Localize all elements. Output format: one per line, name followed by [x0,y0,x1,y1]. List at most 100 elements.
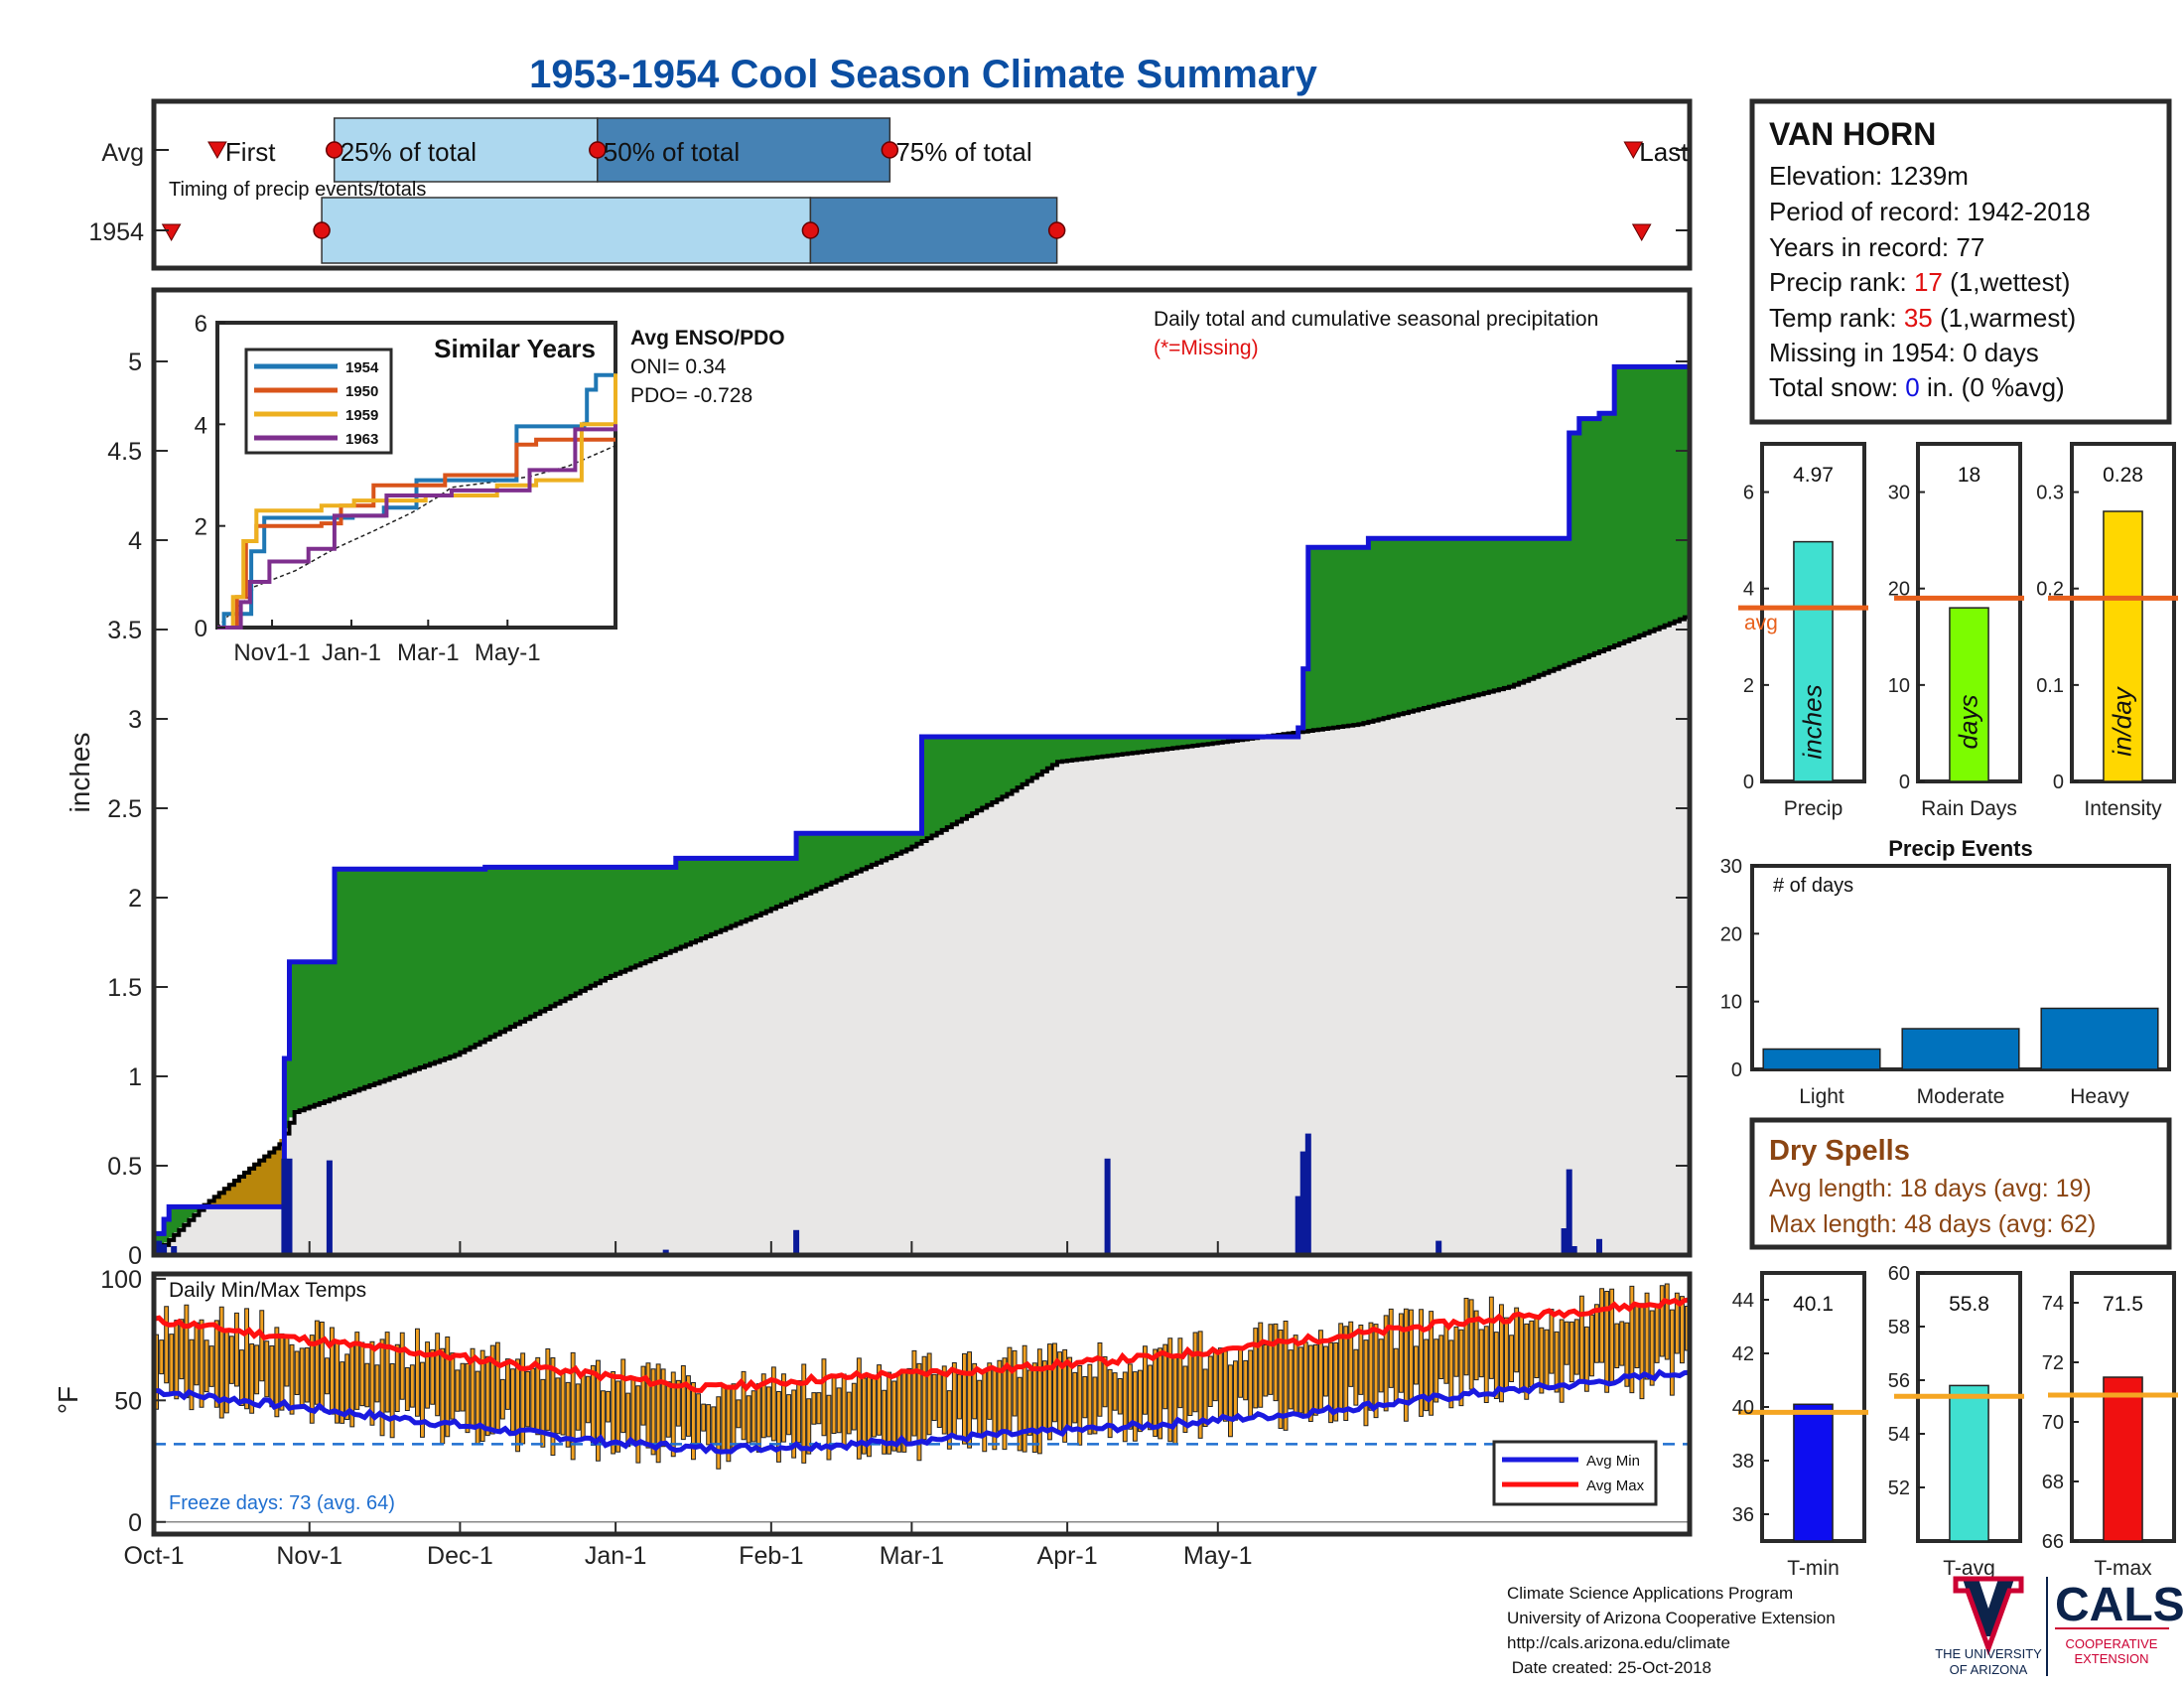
similar-years-y-tick-label: 2 [195,514,207,541]
snow-label: Total snow: [1769,372,1905,402]
daily-precip-bar [156,1240,163,1255]
timing-row-1954-label: 1954 [88,218,144,246]
station-info-box: VAN HORN Elevation: 1239m Period of reco… [1749,98,2172,425]
small-chart-value-Precip: 4.97 [1793,464,1834,487]
precip-y-tick-label: 5 [128,349,142,376]
similar-years-lines [216,372,617,630]
small-chart-unit-Rain Days: days [1954,695,1983,750]
avg-min-legend-label: Avg Min [1586,1453,1640,1470]
daily-precip-bar [161,1244,168,1255]
ua-line1: THE UNIVERSITY [1935,1646,2042,1661]
similar-years-legend-label-1959: 1959 [345,407,378,424]
normal-precip-area [154,615,1690,1255]
snow-suffix: in. (0 %avg) [1920,372,2065,402]
figure-title: 1953-1954 Cool Season Climate Summary [529,53,1317,96]
precip-rank-label: Precip rank: [1769,267,1914,297]
similar-years-x-tick-label: Mar-1 [397,639,460,666]
daily-precip-bar [1104,1158,1111,1255]
timing-1954-first-last-marker [1631,223,1652,242]
precip-y-tick-label: 1.5 [107,974,142,1002]
temp-rank-value: 35 [1904,303,1933,333]
precip-y-tick-label: 4.5 [107,438,142,466]
timing-1954-first-last-marker [161,223,182,242]
small-chart-avg-label: avg [1744,612,1778,634]
university-of-arizona-logo: THE UNIVERSITY OF ARIZONA [1935,1576,2042,1677]
timing-avg-first-last-marker [207,141,227,160]
similar-years-legend-label-1950: 1950 [345,383,378,400]
month-label: Nov-1 [276,1542,342,1570]
timing-avg-percentile-marker [325,141,343,159]
season-totals-bars: 0 2 4 6 4.97 Precip inches avg 0 10 20 30 18 Rain Day… [1738,442,2178,820]
month-label: Apr-1 [1037,1542,1098,1570]
month-label: Feb-1 [739,1542,803,1570]
small-chart-bar-T-max [2103,1376,2143,1542]
timing-50pct-label: 50% of total [604,137,740,167]
small-chart-y-tick-label: 0.2 [2036,579,2064,601]
small-chart-y-tick-label: 72 [2042,1352,2064,1374]
similar-years-axes: 0 2 4 6 Nov1-1 Jan-1 Mar-1 May-1 [195,311,541,666]
temp-chart: 0 50 100 °F Daily Min/Max Temps Freeze day… [53,1266,1693,1537]
small-chart-y-tick-label: 0 [2053,772,2064,793]
temp-y-tick-label: 50 [114,1387,142,1415]
precip-events-bar-Moderate [1901,1028,2020,1070]
dry-spells-frame [1749,1117,2172,1250]
dry-spells-box: Dry Spells Avg length: 18 days (avg: 19)… [1749,1117,2172,1250]
small-chart-label-T-max: T-max [2094,1557,2152,1580]
pdo-value: PDO= -0.728 [630,384,752,407]
month-label: May-1 [1183,1542,1252,1570]
timing-1954-q2-bar [809,197,1058,264]
daily-precip-bar [286,1158,293,1255]
precip-y-tick-label: 3.5 [107,617,142,644]
oni-value: ONI= 0.34 [630,355,727,378]
footer-university: University of Arizona Cooperative Extens… [1507,1609,1836,1627]
ua-a-shape [1963,1579,2014,1636]
small-chart-y-tick-label: 10 [1888,675,1910,697]
daily-precip-bar [326,1160,333,1255]
similar-years-y-tick-label: 4 [195,412,207,439]
daily-precip-bar [662,1249,669,1255]
cals-wordmark: CALS [2055,1579,2184,1631]
small-chart-y-tick-label: 0 [1743,772,1754,793]
daily-precip-bar [1570,1246,1577,1255]
small-chart-y-tick-label: 70 [2042,1412,2064,1434]
normal-cumulative-line [154,615,1692,1257]
precip-events-bar-Light [1762,1048,1881,1070]
footer-url[interactable]: http://cals.arizona.edu/climate [1507,1633,1730,1652]
precip-events-category-label: Moderate [1917,1085,2005,1108]
snow-value: 0 [1905,372,1919,402]
month-label: Dec-1 [427,1542,493,1570]
precip-layers [154,363,1692,1257]
timing-panel: First 25% of total 50% of total 75% of tota… [88,98,1693,271]
avg-max-line [153,1297,1691,1393]
precip-rank-value: 17 [1914,267,1943,297]
small-chart-y-tick-label: 52 [1888,1477,1910,1499]
small-chart-bar-T-avg [1949,1384,1989,1542]
timing-avg-percentile-marker [589,141,607,159]
small-chart-y-tick-label: 36 [1732,1504,1754,1526]
small-chart-value-T-min: 40.1 [1793,1293,1834,1316]
temp-rank-label: Temp rank: [1769,303,1904,333]
small-chart-bar-Intensity [2103,510,2143,782]
timing-1954-q1-bar [321,197,812,264]
small-chart-y-tick-label: 66 [2042,1531,2064,1553]
small-chart-y-tick-label: 74 [2042,1293,2064,1315]
small-chart-value-Rain Days: 18 [1958,464,1980,487]
small-chart-y-tick-label: 42 [1732,1343,1754,1365]
avg-max-legend-label: Avg Max [1586,1477,1645,1494]
similar-years-legend-label-1963: 1963 [345,431,378,448]
precip-events-title: Precip Events [1888,836,2033,861]
temp-legend [1492,1440,1658,1506]
small-chart-label-Rain Days: Rain Days [1921,797,2017,820]
timing-1954-percentile-marker [801,221,820,239]
avg-min-line [153,1368,1691,1455]
precip-events-bar-Heavy [2040,1007,2159,1070]
similar-years-x-tick-label: Jan-1 [322,639,381,666]
precip-y-tick-label: 0.5 [107,1153,142,1181]
daily-precip-bar [281,1158,288,1255]
small-chart-unit-Precip: inches [1798,684,1828,759]
precip-caption: Daily total and cumulative seasonal prec… [1154,308,1598,331]
timing-25pct-label: 25% of total [341,137,477,167]
small-chart-label-Precip: Precip [1784,797,1843,820]
total-snow: Total snow: 0 in. (0 %avg) [1769,372,2065,402]
